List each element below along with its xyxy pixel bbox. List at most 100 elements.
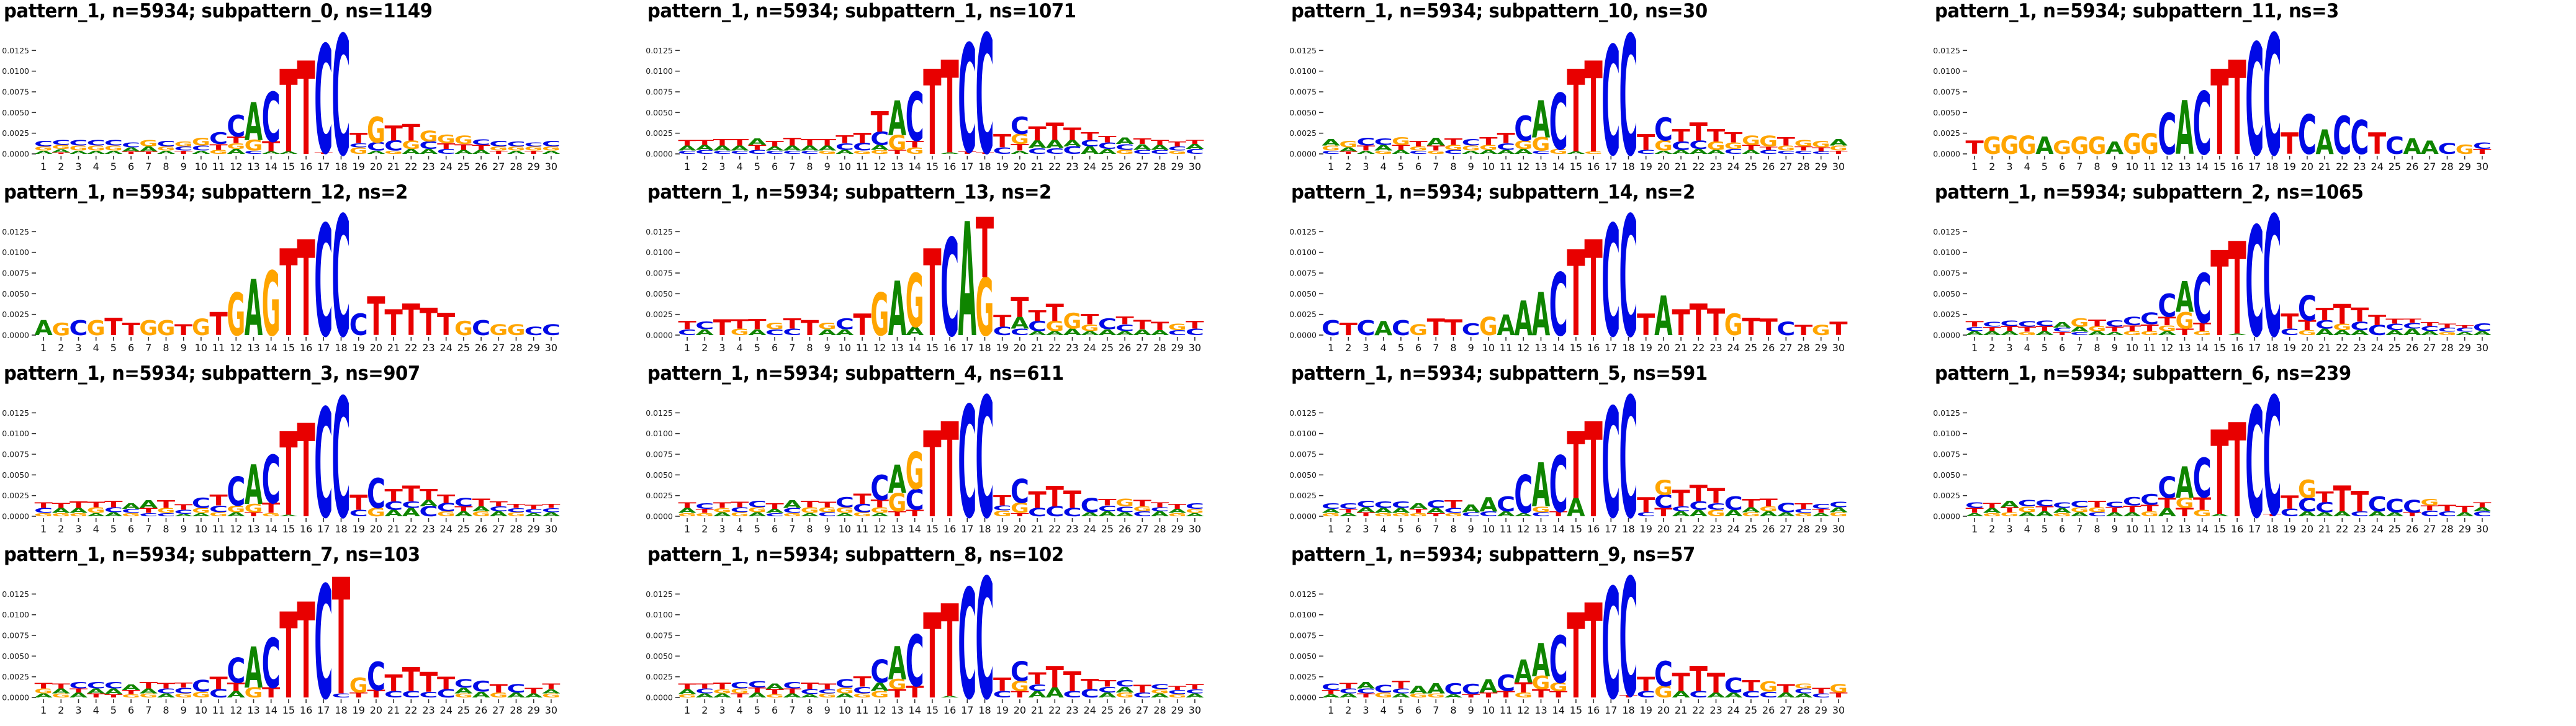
y-axis-tick-label: 0.0050: [646, 652, 673, 661]
logo-letter-A: A: [888, 266, 906, 353]
x-axis-tick-label: 27: [1780, 704, 1792, 716]
x-axis-tick-label: 5: [110, 161, 117, 173]
logo-letter-G: G: [1045, 319, 1064, 335]
logo-letter-C: C: [1409, 150, 1428, 155]
x-axis-tick-label: 23: [1066, 523, 1078, 535]
logo-letter-A: A: [1115, 330, 1134, 337]
x-axis-tick-label: 28: [510, 342, 522, 354]
x-axis-tick-label: 2: [1345, 342, 1351, 354]
logo-letter-T: T: [1829, 150, 1847, 155]
logo-letter-T: T: [1133, 683, 1151, 695]
logo-letter-C: C: [1497, 141, 1515, 152]
logo-letter-T: T: [1567, 589, 1585, 725]
logo-letter-G: G: [835, 686, 854, 696]
logo-letter-G: G: [52, 513, 70, 518]
logo-letter-C: C: [1777, 501, 1795, 516]
logo-letter-C: C: [1497, 670, 1515, 696]
x-axis-tick-label: 27: [1136, 704, 1148, 716]
logo-letter-T: T: [818, 500, 837, 509]
logo-letter-G: G: [1742, 511, 1760, 518]
x-axis-tick-label: 15: [282, 161, 295, 173]
logo-letter-T: T: [1427, 145, 1446, 153]
x-axis-tick-label: 24: [1727, 523, 1740, 535]
logo-letter-G: G: [731, 326, 749, 337]
logo-letter-T: T: [209, 306, 227, 343]
logo-letter-A: A: [1011, 314, 1029, 333]
y-axis-tick-label: 0.0000: [2, 150, 29, 159]
logo-letter-A: A: [1742, 506, 1760, 514]
logo-letter-C: C: [331, 206, 350, 362]
logo-letter-G: G: [1983, 513, 2001, 518]
x-axis-tick-label: 11: [212, 704, 225, 716]
logo-letter-C: C: [1115, 143, 1134, 152]
logo-letter-G: G: [227, 504, 245, 514]
x-axis-tick-label: 8: [163, 342, 169, 354]
logo-letter-G: G: [52, 144, 70, 151]
logo-letter-T: T: [1690, 117, 1708, 146]
logo-letter-A: A: [472, 149, 490, 156]
logo-letter-C: C: [384, 500, 403, 513]
logo-letter-C: C: [1392, 316, 1410, 340]
logo-letter-G: G: [2140, 330, 2159, 337]
logo-letter-T: T: [2088, 318, 2106, 328]
logo-letter-C: C: [783, 327, 801, 338]
logo-letter-C: C: [2438, 140, 2456, 158]
y-axis-tick-label: 0.0050: [1933, 470, 1960, 480]
logo-letter-C: C: [1028, 683, 1047, 693]
logo-letter-T: T: [801, 317, 819, 341]
logo-letter-G: G: [489, 145, 508, 152]
logo-letter-T: T: [1409, 508, 1427, 514]
logo-letter-A: A: [1497, 309, 1515, 342]
logo-letter-C: C: [2070, 499, 2089, 509]
logo-letter-T: T: [490, 500, 508, 508]
logo-letter-A: A: [765, 145, 784, 152]
logo-letter-T: T: [1672, 668, 1690, 697]
x-axis-tick-label: 18: [2266, 342, 2278, 354]
logo-letter-C: C: [209, 130, 228, 148]
logo-letter-C: C: [835, 677, 854, 690]
logo-letter-A: A: [1151, 692, 1169, 699]
logo-letter-T: T: [279, 47, 297, 179]
logo-letter-G: G: [1374, 513, 1393, 518]
logo-letter-T: T: [1168, 503, 1187, 511]
logo-letter-T: T: [245, 511, 263, 518]
x-axis-tick-label: 26: [475, 523, 487, 535]
logo-letter-C: C: [2350, 112, 2369, 166]
y-axis-tick-label: 0.0050: [2, 108, 29, 117]
logo-letter-T: T: [1340, 151, 1358, 155]
logo-letter-G: G: [2438, 331, 2457, 336]
logo-letter-G: G: [888, 677, 907, 693]
logo-letter-C: C: [1742, 689, 1760, 700]
x-axis-tick-label: 20: [2301, 523, 2313, 535]
logo-letter-T: T: [1028, 488, 1046, 514]
x-axis-tick-label: 23: [1709, 704, 1722, 716]
logo-letter-T: T: [835, 133, 853, 145]
logo-letter-A: A: [801, 144, 819, 152]
x-axis-tick-label: 19: [353, 704, 365, 716]
y-axis-tick-label: 0.0000: [1933, 331, 1960, 340]
logo-letter-A: A: [245, 635, 263, 701]
logo-letter-T: T: [1479, 691, 1498, 699]
logo-letter-T: T: [2105, 506, 2124, 514]
logo-letter-T: T: [1812, 146, 1830, 153]
logo-letter-A: A: [1046, 685, 1064, 701]
logo-letter-C: C: [314, 568, 333, 725]
logo-letter-A: A: [1497, 149, 1515, 156]
x-axis-tick-label: 7: [145, 161, 151, 173]
logo-letter-C: C: [1812, 692, 1831, 699]
logo-letter-C: C: [1081, 138, 1099, 149]
logo-letter-T: T: [52, 152, 71, 155]
x-axis-tick-label: 15: [282, 704, 295, 716]
logo-letter-T: T: [140, 680, 158, 691]
y-axis-tick-label: 0.0125: [1289, 46, 1317, 55]
logo-letter-A: A: [1409, 501, 1427, 511]
x-axis-tick-label: 19: [1640, 161, 1652, 173]
x-axis-tick-label: 13: [2178, 161, 2191, 173]
logo-letter-A: A: [713, 144, 732, 152]
logo-letter-T: T: [490, 682, 508, 696]
y-axis-tick-label: 0.0000: [1933, 150, 1960, 159]
logo-letter-G: G: [1584, 151, 1603, 155]
y-axis-tick-label: 0.0125: [1289, 408, 1317, 418]
x-axis-tick-label: 1: [684, 342, 690, 354]
logo-letter-G: G: [1812, 139, 1831, 150]
